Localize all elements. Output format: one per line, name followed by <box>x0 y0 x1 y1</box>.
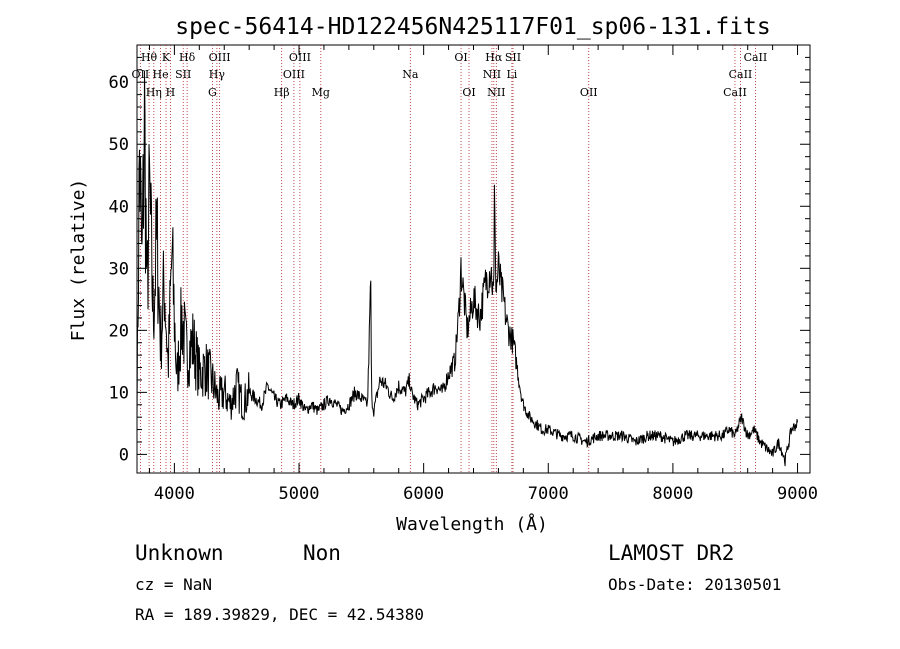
y-tick-label: 40 <box>109 197 129 217</box>
spectral-line-label: Hγ <box>209 68 226 81</box>
spectrum-line <box>136 70 798 467</box>
observation-date: Obs-Date: 20130501 <box>608 575 781 594</box>
y-tick-label: 20 <box>109 321 129 341</box>
spectral-line-label: Hη <box>146 86 162 99</box>
spectral-line-label: Na <box>402 68 419 81</box>
x-tick-label: 4000 <box>154 484 195 504</box>
x-axis-label: Wavelength (Å) <box>396 513 548 535</box>
chart-title: spec-56414-HD122456N425117F01_sp06-131.f… <box>175 14 770 40</box>
spectral-line-label: Hδ <box>179 51 196 64</box>
x-axis-ticks: 4000 5000 6000 7000 8000 9000 <box>148 45 818 504</box>
x-tick-label: 5000 <box>279 484 320 504</box>
object-subclass: Non <box>303 541 341 565</box>
spectral-line-label: Hα <box>485 51 503 64</box>
x-tick-label: 7000 <box>528 484 569 504</box>
y-tick-label: 50 <box>109 135 129 155</box>
x-tick-label: 8000 <box>652 484 693 504</box>
spectral-line-label: H <box>166 86 176 99</box>
spectral-line-label: He <box>153 68 169 81</box>
object-class: Unknown <box>135 541 224 565</box>
spectral-line-label: OIII <box>283 68 305 81</box>
spectral-line-labels: Hθ OII Hη He K H SII Hδ OIII Hγ G Hβ OIII OIII Mg Na OI O… <box>132 51 768 99</box>
y-tick-label: 0 <box>119 445 129 465</box>
redshift-readout: cz = NaN <box>135 575 212 594</box>
spectral-line-label: OI <box>454 51 467 64</box>
spectral-line-label: CaII <box>729 68 753 81</box>
spectral-line-label: G <box>208 86 217 99</box>
spectral-line-label: K <box>162 51 171 64</box>
spectral-line-label: CaII <box>723 86 747 99</box>
spectral-line-label: NII <box>483 68 501 81</box>
spectral-line-label: NII <box>487 86 505 99</box>
x-tick-label: 6000 <box>403 484 444 504</box>
y-tick-label: 60 <box>109 73 129 93</box>
y-axis-ticks: 0 10 20 30 40 50 60 <box>109 56 810 465</box>
spectral-line-label: OIII <box>289 51 311 64</box>
y-tick-label: 10 <box>109 383 129 403</box>
spectral-line-label: OIII <box>209 51 231 64</box>
y-tick-label: 30 <box>109 259 129 279</box>
coordinates-readout: RA = 189.39829, DEC = 42.54380 <box>135 605 424 624</box>
spectral-line-label: Li <box>506 68 517 81</box>
spectral-line-label: CaII <box>744 51 768 64</box>
y-axis-label: Flux (relative) <box>68 179 89 342</box>
spectral-line-label: OI <box>462 86 475 99</box>
spectral-line-label: Mg <box>312 86 330 99</box>
spectral-line-label: SII <box>175 68 191 81</box>
plot-frame <box>136 44 811 474</box>
survey-name: LAMOST DR2 <box>608 541 734 565</box>
x-tick-label: 9000 <box>777 484 818 504</box>
spectral-line-label: Hθ <box>141 51 158 64</box>
spectral-line-label: Hβ <box>274 86 290 99</box>
spectral-line-label: OII <box>580 86 598 99</box>
spectral-line-label: SII <box>505 51 521 64</box>
